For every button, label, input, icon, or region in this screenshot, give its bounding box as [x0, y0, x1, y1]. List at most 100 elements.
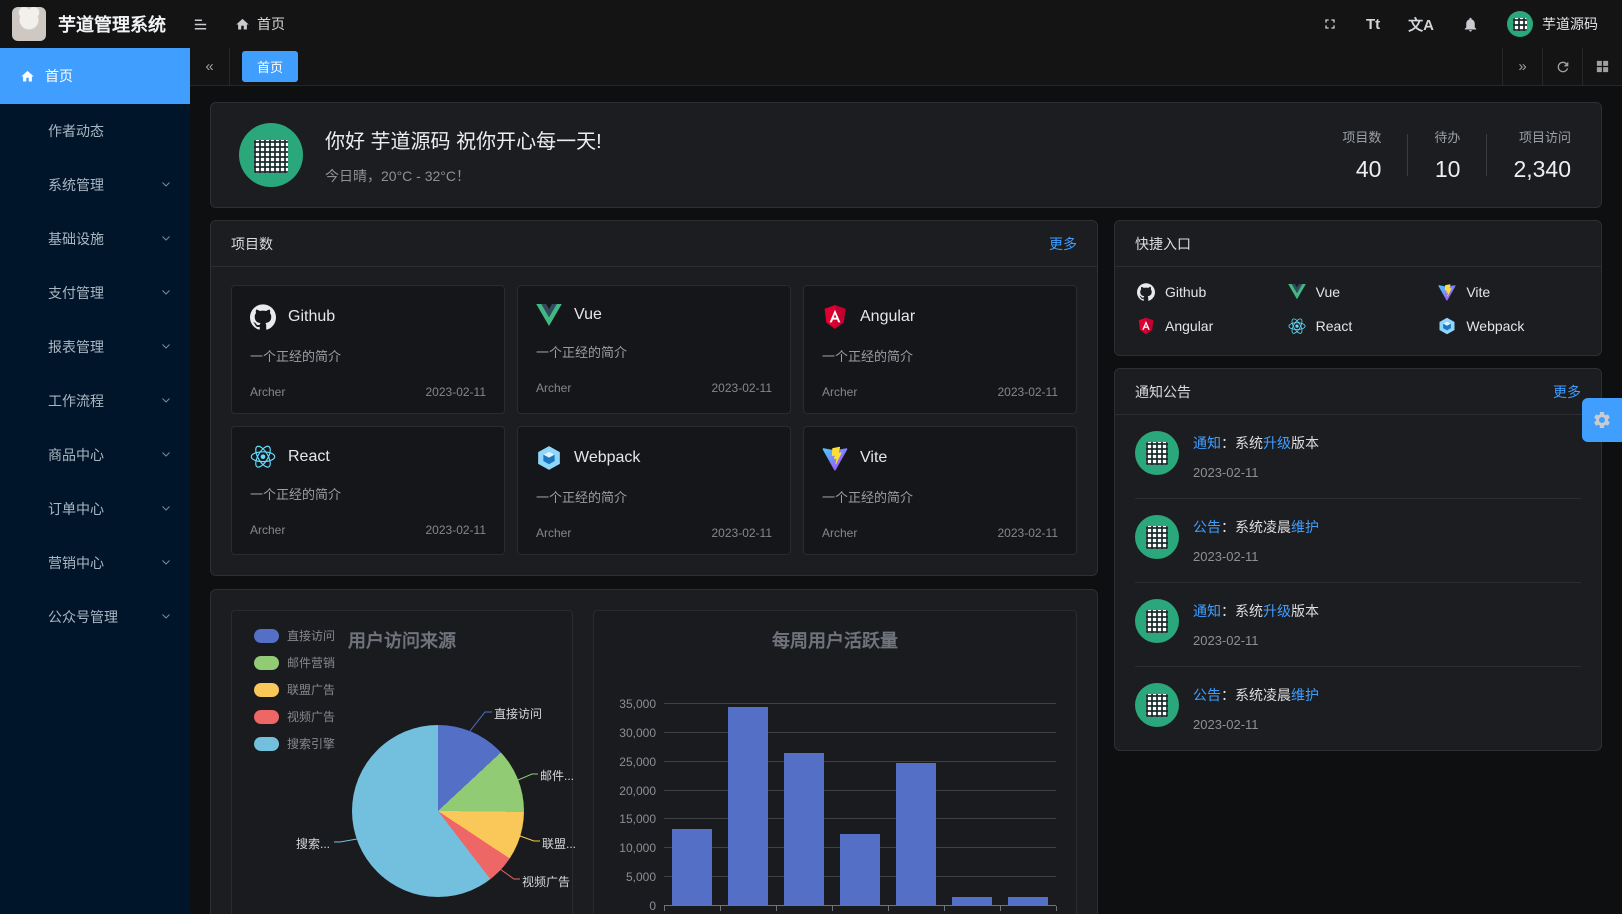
y-axis-tick: 15,000	[619, 812, 656, 827]
notice-date: 2023-02-11	[1193, 633, 1259, 648]
settings-gear-button[interactable]	[1582, 398, 1622, 442]
legend-item-搜索引擎[interactable]: 搜索引擎	[254, 735, 335, 752]
project-card-github[interactable]: Github 一个正经的简介 Archer 2023-02-11	[231, 285, 505, 414]
sidebar-item-商品中心[interactable]: 商品中心	[0, 428, 190, 482]
projects-more-link[interactable]: 更多	[1049, 235, 1077, 252]
x-axis-tick	[664, 906, 665, 911]
sidebar-item-作者动态[interactable]: 作者动态	[0, 104, 190, 158]
sidebar-item-label: 营销中心	[48, 555, 104, 571]
notice-title-link[interactable]: 升级	[1263, 603, 1291, 619]
breadcrumb[interactable]: 首页	[235, 14, 285, 34]
shortcut-react[interactable]: React	[1288, 317, 1429, 335]
legend-item-邮件营销[interactable]: 邮件营销	[254, 654, 335, 671]
sidebar-item-营销中心[interactable]: 营销中心	[0, 536, 190, 590]
project-date: 2023-02-11	[997, 385, 1059, 399]
legend-swatch	[254, 628, 279, 643]
project-description: 一个正经的简介	[250, 487, 342, 503]
notice-title-link[interactable]: 维护	[1291, 519, 1319, 535]
legend-swatch	[254, 709, 279, 724]
project-author: Archer	[250, 523, 286, 538]
notice-item[interactable]: 公告：系统凌晨维护 2023-02-11	[1135, 498, 1581, 582]
x-axis-tick	[1000, 906, 1001, 911]
project-card-webpack[interactable]: Webpack 一个正经的简介 Archer 2023-02-11	[517, 426, 791, 555]
notice-body: 通知：系统升级版本 2023-02-11	[1193, 599, 1319, 648]
notice-title-link[interactable]: 维护	[1291, 687, 1319, 703]
bar-周五[interactable]	[896, 762, 936, 905]
stat-label: 待办	[1434, 130, 1461, 145]
chevron-down-icon	[160, 231, 172, 247]
pie-label-联盟广告: 联盟...	[542, 837, 577, 851]
bar-周四[interactable]	[840, 833, 880, 905]
refresh-icon[interactable]	[1542, 48, 1582, 85]
menu-fold-icon[interactable]	[192, 16, 209, 33]
project-card-angular[interactable]: Angular 一个正经的简介 Archer 2023-02-11	[803, 285, 1077, 414]
notification-bell-icon[interactable]	[1462, 16, 1479, 33]
tab-home[interactable]: 首页	[242, 51, 299, 82]
shortcut-vue[interactable]: Vue	[1287, 283, 1429, 301]
vue-icon	[1287, 284, 1306, 300]
notice-title-link[interactable]: 公告	[1193, 519, 1221, 535]
shortcut-vite[interactable]: Vite	[1438, 283, 1579, 301]
bar-周六[interactable]	[952, 897, 992, 905]
app-title: 芋道管理系统	[58, 15, 166, 35]
font-size-icon[interactable]: Tt	[1365, 15, 1381, 33]
bar-周二[interactable]	[728, 707, 768, 905]
notice-body: 公告：系统凌晨维护 2023-02-11	[1193, 515, 1319, 564]
topbar-actions: Tt 文A 芋道源码	[1322, 11, 1598, 37]
x-axis-tick	[720, 906, 721, 911]
notice-item[interactable]: 通知：系统升级版本 2023-02-11	[1135, 582, 1581, 666]
notice-title-link[interactable]: 通知	[1193, 603, 1221, 619]
notice-title-text: 版本	[1291, 435, 1319, 451]
notice-title-text: ：系统	[1221, 435, 1263, 451]
tabs-scroll-right-button[interactable]: »	[1502, 48, 1542, 85]
legend-item-视频广告[interactable]: 视频广告	[254, 708, 335, 725]
y-axis-tick: 20,000	[619, 783, 656, 798]
shortcut-github[interactable]: Github	[1137, 283, 1278, 301]
gridline	[664, 703, 1056, 704]
projects-card: 项目数 更多 Github 一个正经的简介 Archer 2023-02-11 Vue 一…	[210, 220, 1098, 576]
sidebar-item-公众号管理[interactable]: 公众号管理	[0, 590, 190, 644]
legend-swatch	[254, 736, 279, 751]
user-menu[interactable]: 芋道源码	[1507, 11, 1598, 37]
pie-graphic[interactable]	[352, 725, 524, 897]
sidebar-item-首页[interactable]: 首页	[0, 48, 190, 104]
stat-label: 项目访问	[1518, 130, 1571, 145]
chevron-down-icon	[160, 339, 172, 355]
project-date: 2023-02-11	[711, 381, 773, 396]
legend-item-联盟广告[interactable]: 联盟广告	[254, 681, 335, 698]
sidebar-item-系统管理[interactable]: 系统管理	[0, 158, 190, 212]
layout-grid-icon[interactable]	[1582, 48, 1622, 85]
notice-item[interactable]: 公告：系统凌晨维护 2023-02-11	[1135, 666, 1581, 750]
sidebar-item-报表管理[interactable]: 报表管理	[0, 320, 190, 374]
page-content: 你好 芋道源码 祝你开心每一天! 今日晴，20°C - 32°C！ 项目数 40 待…	[190, 86, 1622, 914]
notices-more-link[interactable]: 更多	[1553, 383, 1581, 400]
notice-title-link[interactable]: 升级	[1263, 435, 1291, 451]
notice-title-text: ：系统凌晨	[1221, 687, 1291, 703]
sidebar-item-支付管理[interactable]: 支付管理	[0, 266, 190, 320]
shortcut-webpack[interactable]: Webpack	[1438, 317, 1579, 335]
github-icon	[1137, 283, 1155, 301]
chevron-down-icon	[160, 555, 172, 571]
sidebar-item-基础设施[interactable]: 基础设施	[0, 212, 190, 266]
home-icon	[20, 69, 35, 84]
language-icon[interactable]: 文A	[1408, 16, 1434, 34]
legend-item-直接访问[interactable]: 直接访问	[254, 627, 335, 644]
bar-周三[interactable]	[784, 753, 824, 905]
notice-title-link[interactable]: 公告	[1193, 687, 1221, 703]
sidebar-item-订单中心[interactable]: 订单中心	[0, 482, 190, 536]
tabs-scroll-left-button[interactable]: «	[190, 48, 230, 85]
project-card-vue[interactable]: Vue 一个正经的简介 Archer 2023-02-11	[517, 285, 791, 414]
notice-item[interactable]: 通知：系统升级版本 2023-02-11	[1135, 415, 1581, 498]
fullscreen-icon[interactable]	[1322, 16, 1338, 32]
bar-周日[interactable]	[1008, 897, 1048, 905]
gridline	[664, 760, 1056, 762]
notice-title-link[interactable]: 通知	[1193, 435, 1221, 451]
shortcut-angular[interactable]: Angular	[1137, 317, 1278, 335]
stat-divider	[1407, 134, 1409, 176]
sidebar-item-工作流程[interactable]: 工作流程	[0, 374, 190, 428]
project-footer: Archer 2023-02-11	[250, 523, 486, 537]
project-card-react[interactable]: React 一个正经的简介 Archer 2023-02-11	[231, 426, 505, 555]
sidebar-item-label: 订单中心	[48, 501, 104, 517]
bar-周一[interactable]	[672, 828, 712, 905]
project-card-vite[interactable]: Vite 一个正经的简介 Archer 2023-02-11	[803, 426, 1077, 555]
